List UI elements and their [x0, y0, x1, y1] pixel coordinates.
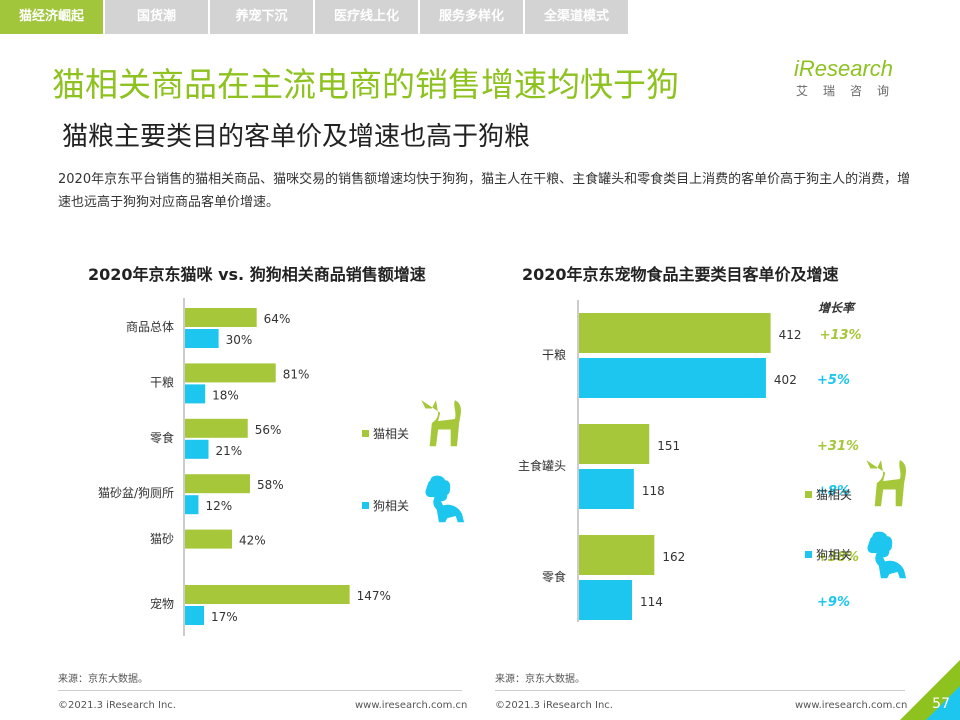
chart2-growth-dog: +8%	[817, 484, 850, 499]
chart1-label-cat: 147%	[357, 589, 391, 603]
chart1-bar-dog	[185, 606, 205, 625]
chart1-title: 2020年京东猫咪 vs. 狗狗相关商品销售额增速	[88, 265, 426, 284]
cat-icon	[421, 400, 461, 447]
source-right: 来源：京东大数据。	[495, 674, 585, 685]
chart2-value-dog: 402	[774, 373, 797, 387]
tab-medical-online[interactable]: 医疗线上化	[315, 0, 418, 34]
chart1-bar-cat	[185, 363, 276, 383]
footer-divider-right	[495, 690, 905, 691]
chart2-bar-cat	[579, 424, 650, 464]
url-right[interactable]: www.iresearch.com.cn	[795, 700, 908, 711]
chart1-bar-dog	[185, 329, 219, 348]
chart2-value-dog: 118	[642, 484, 665, 498]
chart1-bar-cat	[185, 585, 350, 604]
chart2-bar-cat	[579, 535, 655, 575]
chart1-category-label: 宠物	[150, 596, 174, 611]
chart1-category-label: 零食	[150, 430, 174, 445]
dog-icon	[425, 475, 465, 523]
chart1-legend-cat: 猫相关	[373, 427, 409, 441]
chart1-legend-cat-swatch	[362, 430, 369, 437]
chart1-label-dog: 12%	[205, 499, 232, 513]
chart1-label-dog: 21%	[216, 444, 243, 458]
chart2-bar-dog	[579, 358, 766, 398]
copyright-left: ©2021.3 iResearch Inc.	[58, 700, 176, 711]
tab-service-diversity[interactable]: 服务多样化	[420, 0, 523, 34]
chart1-label-cat: 64%	[264, 312, 291, 326]
footer-divider-left	[58, 690, 462, 691]
chart2-title: 2020年京东宠物食品主要类目客单价及增速	[522, 265, 839, 284]
page-title: 猫相关商品在主流电商的销售增速均快于狗	[52, 65, 679, 104]
chart1-bar-cat	[185, 529, 233, 549]
chart2-legend-dog: 狗相关	[816, 548, 852, 562]
chart1-legend-dog: 狗相关	[373, 499, 409, 513]
chart2-bar-cat	[579, 313, 771, 353]
chart2-category-label: 主食罐头	[518, 458, 566, 473]
nav-tabs: 猫经济崛起 国货潮 养宠下沉 医疗线上化 服务多样化 全渠道模式	[0, 0, 630, 34]
chart1-category-label: 猫砂	[150, 532, 174, 546]
chart1-bar-cat	[185, 308, 257, 327]
cat-icon	[866, 460, 906, 507]
page-subtitle: 猫粮主要类目的客单价及增速也高于狗粮	[62, 122, 531, 152]
tab-omnichannel[interactable]: 全渠道模式	[525, 0, 628, 34]
url-left[interactable]: www.iresearch.com.cn	[355, 700, 468, 711]
tab-lower-tier[interactable]: 养宠下沉	[210, 0, 313, 34]
chart1-category-label: 商品总体	[126, 319, 174, 334]
chart1-legend-dog-swatch	[362, 502, 369, 509]
chart2-legend-cat: 猫相关	[816, 488, 852, 502]
chart1-category-label: 猫砂盆/狗厕所	[98, 486, 174, 500]
chart1-bar-dog	[185, 495, 199, 515]
tab-cat-economy[interactable]: 猫经济崛起	[0, 0, 103, 34]
chart2-category-label: 零食	[542, 569, 566, 584]
copyright-right: ©2021.3 iResearch Inc.	[495, 700, 613, 711]
chart2-category-label: 干粮	[542, 347, 566, 362]
chart2-growth-dog: +9%	[817, 595, 850, 610]
tab-domestic-brands[interactable]: 国货潮	[105, 0, 208, 34]
chart2-value-cat: 162	[662, 550, 685, 564]
chart2-growth-cat: +13%	[820, 328, 862, 343]
chart1-label-dog: 17%	[211, 610, 238, 624]
chart1-label-dog: 30%	[226, 333, 253, 347]
chart2-legend-dog-swatch	[805, 551, 812, 558]
chart2-growth-dog: +5%	[817, 373, 850, 388]
page-description: 2020年京东平台销售的猫相关商品、猫咪交易的销售额增速均快于狗狗，猫主人在干粮…	[58, 172, 911, 210]
chart1-bar-dog	[185, 439, 209, 459]
dog-icon	[867, 531, 907, 579]
corner-decoration-accent	[926, 686, 960, 720]
chart2-value-cat: 151	[657, 439, 680, 453]
chart1-bar-dog	[185, 384, 206, 404]
source-left: 来源：京东大数据。	[58, 674, 148, 685]
chart2-growth-cat: +38%	[817, 550, 859, 565]
chart1-label-cat: 56%	[255, 423, 282, 437]
chart1-label-dog: 18%	[212, 388, 239, 402]
chart1-category-label: 干粮	[150, 374, 174, 389]
iresearch-logo: iResearch 艾瑞咨询	[794, 56, 912, 108]
chart1-label-cat: 42%	[239, 534, 266, 548]
logo-subtext: 艾瑞咨询	[796, 84, 905, 98]
chart1-label-cat: 81%	[283, 367, 310, 381]
chart2-value-cat: 412	[779, 328, 802, 342]
logo-wordmark: iResearch	[794, 56, 894, 81]
chart2-legend-cat-swatch	[805, 491, 812, 498]
page-number: 57	[932, 696, 950, 712]
chart2-bar-dog	[579, 580, 633, 620]
chart1-bar-cat	[185, 418, 248, 438]
chart2-bar-dog	[579, 469, 634, 509]
chart1-bar-cat	[185, 474, 250, 494]
chart2-growth-header: 增长率	[818, 301, 856, 315]
chart1-label-cat: 58%	[257, 478, 284, 492]
chart2-growth-cat: +31%	[817, 439, 859, 454]
chart2-value-dog: 114	[640, 595, 663, 609]
